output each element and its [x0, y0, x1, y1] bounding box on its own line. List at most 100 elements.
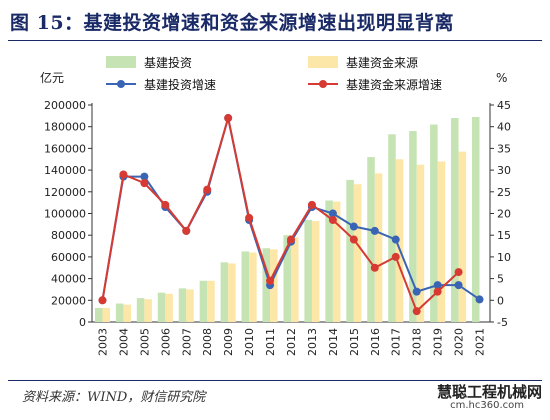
legend-infra-investment-label: 基建投资	[144, 55, 192, 70]
left-axis-unit: 亿元	[40, 70, 64, 85]
point-infra-funding-growth	[328, 216, 337, 225]
point-infra-funding-growth	[182, 226, 191, 235]
bar-infra-funding	[311, 221, 320, 322]
x-tick-label: 2011	[264, 328, 277, 356]
bar-infra-investment	[241, 251, 250, 322]
bar-infra-funding	[437, 161, 446, 322]
point-infra-funding-growth	[287, 235, 295, 244]
x-tick-label: 2008	[201, 328, 214, 356]
left-tick-label: 140000	[44, 164, 86, 177]
x-tick-label: 2018	[411, 328, 424, 356]
bar-infra-funding	[186, 289, 194, 322]
x-tick-label: 2015	[348, 328, 361, 356]
left-tick-label: 0	[79, 316, 86, 329]
right-tick-label: 20	[497, 208, 511, 221]
bar-infra-investment	[409, 131, 417, 322]
bar-infra-investment	[451, 118, 459, 323]
bar-infra-investment	[367, 157, 375, 322]
bar-infra-funding	[332, 201, 341, 322]
bar-infra-funding	[165, 293, 173, 322]
bar-infra-investment	[220, 262, 229, 322]
bar-infra-funding	[374, 173, 383, 322]
bar-infra-funding	[416, 164, 425, 322]
watermark-url: cm.hc360.com	[450, 400, 524, 411]
right-axis-unit: %	[496, 71, 507, 85]
bar-infra-funding	[249, 252, 257, 322]
point-infra-investment-growth	[370, 226, 379, 235]
watermark-name: 慧聪工程机械网	[436, 383, 542, 401]
right-tick-label: 0	[497, 294, 504, 307]
legend-infra-funding-label: 基建资金来源	[346, 55, 418, 70]
bar-infra-investment	[325, 200, 333, 322]
legend-infra-investment-swatch	[106, 56, 136, 68]
bar-infra-investment	[388, 134, 396, 322]
x-tick-label: 2003	[96, 328, 109, 356]
x-tick-label: 2013	[306, 328, 319, 356]
point-infra-funding-growth	[370, 263, 379, 272]
x-tick-label: 2017	[390, 328, 403, 356]
bar-infra-investment	[471, 116, 480, 322]
point-infra-funding-growth	[307, 200, 316, 209]
right-tick-label: 25	[497, 186, 511, 199]
right-tick-label: 5	[497, 273, 504, 286]
point-infra-investment-growth	[475, 295, 484, 304]
point-infra-investment-growth	[454, 281, 463, 290]
right-tick-label: 10	[497, 251, 511, 264]
bar-infra-investment	[304, 220, 312, 322]
bar-infra-funding	[458, 151, 467, 322]
bar-infra-investment	[199, 280, 208, 322]
x-tick-label: 2005	[138, 328, 151, 356]
point-infra-funding-growth	[454, 268, 463, 277]
bar-infra-funding	[102, 307, 111, 322]
left-tick-label: 80000	[51, 229, 86, 242]
x-tick-label: 2009	[222, 328, 235, 356]
point-infra-funding-growth	[349, 235, 358, 244]
point-infra-funding-growth	[161, 200, 170, 209]
left-tick-label: 100000	[44, 208, 86, 221]
left-tick-label: 200000	[44, 99, 86, 112]
point-infra-funding-growth	[119, 170, 128, 179]
point-infra-funding-growth	[245, 213, 254, 222]
bar-infra-investment	[283, 235, 291, 322]
legend-infra-investment-growth-label: 基建投资增速	[144, 77, 216, 92]
left-tick-label: 120000	[44, 186, 86, 199]
bar-infra-funding	[123, 304, 131, 322]
bar-infra-investment	[157, 292, 166, 322]
x-tick-label: 2006	[159, 328, 172, 356]
point-infra-investment-growth	[433, 281, 442, 290]
x-tick-label: 2012	[285, 328, 298, 356]
right-tick-label: 15	[497, 229, 511, 242]
left-tick-label: 60000	[51, 251, 86, 264]
legend-infra-funding-growth-marker	[319, 80, 327, 88]
bar-infra-investment	[178, 288, 187, 322]
point-infra-investment-growth	[391, 235, 400, 244]
right-tick-label: 35	[497, 142, 511, 155]
point-infra-investment-growth	[140, 172, 149, 181]
legend-infra-funding-swatch	[308, 56, 338, 68]
point-infra-funding-growth	[266, 276, 275, 285]
left-tick-label: 160000	[44, 142, 86, 155]
point-infra-investment-growth	[328, 209, 337, 218]
bar-infra-investment	[115, 303, 124, 322]
point-infra-funding-growth	[224, 114, 233, 123]
x-tick-label: 2020	[453, 328, 466, 356]
x-tick-label: 2010	[243, 328, 256, 356]
x-tick-label: 2004	[117, 328, 130, 356]
legend-infra-investment-growth-marker	[117, 80, 125, 88]
bar-infra-funding	[291, 237, 299, 322]
x-tick-label: 2014	[327, 328, 340, 356]
bar-infra-funding	[228, 263, 236, 322]
right-tick-label: 45	[497, 99, 511, 112]
point-infra-funding-growth	[203, 185, 212, 194]
bar-infra-funding	[207, 280, 215, 322]
bar-infra-funding	[353, 184, 362, 322]
bar-infra-investment	[346, 179, 354, 322]
right-tick-label: 40	[497, 121, 511, 134]
bar-infra-investment	[136, 298, 145, 322]
point-infra-funding-growth	[140, 179, 149, 188]
x-tick-label: 2007	[180, 328, 193, 356]
point-infra-funding-growth	[412, 307, 421, 316]
left-tick-label: 20000	[51, 294, 86, 307]
left-tick-label: 180000	[44, 121, 86, 134]
